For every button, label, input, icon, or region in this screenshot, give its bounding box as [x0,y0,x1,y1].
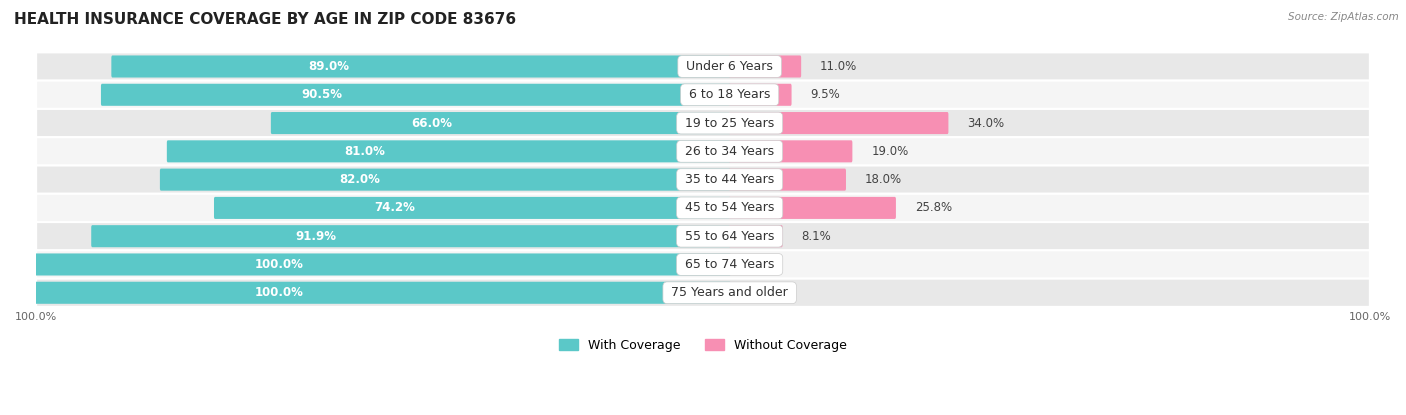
Text: 89.0%: 89.0% [308,60,349,73]
Text: 26 to 34 Years: 26 to 34 Years [681,145,779,158]
Text: 19.0%: 19.0% [872,145,908,158]
FancyBboxPatch shape [37,250,1369,278]
Text: 55 to 64 Years: 55 to 64 Years [681,229,779,243]
FancyBboxPatch shape [37,52,1369,81]
Text: 45 to 54 Years: 45 to 54 Years [681,201,779,215]
Text: 75 Years and older: 75 Years and older [668,286,792,299]
FancyBboxPatch shape [37,166,1369,194]
Text: 66.0%: 66.0% [412,117,453,129]
Text: 9.5%: 9.5% [810,88,841,101]
Text: 0.0%: 0.0% [749,286,779,299]
Text: 0.0%: 0.0% [749,258,779,271]
FancyBboxPatch shape [37,81,1369,109]
FancyBboxPatch shape [728,197,896,219]
FancyBboxPatch shape [111,56,731,78]
FancyBboxPatch shape [728,225,783,247]
Text: 8.1%: 8.1% [801,229,831,243]
Text: 81.0%: 81.0% [344,145,385,158]
Text: 19 to 25 Years: 19 to 25 Years [681,117,779,129]
FancyBboxPatch shape [35,254,731,276]
FancyBboxPatch shape [271,112,731,134]
FancyBboxPatch shape [37,222,1369,250]
FancyBboxPatch shape [728,56,801,78]
Text: 90.5%: 90.5% [301,88,342,101]
FancyBboxPatch shape [214,197,731,219]
Text: 18.0%: 18.0% [865,173,903,186]
Text: 100.0%: 100.0% [254,286,304,299]
FancyBboxPatch shape [101,84,731,106]
Text: Under 6 Years: Under 6 Years [682,60,778,73]
FancyBboxPatch shape [91,225,731,247]
Text: 25.8%: 25.8% [915,201,952,215]
FancyBboxPatch shape [167,140,731,162]
FancyBboxPatch shape [728,112,949,134]
Text: Source: ZipAtlas.com: Source: ZipAtlas.com [1288,12,1399,22]
FancyBboxPatch shape [728,140,852,162]
FancyBboxPatch shape [37,278,1369,307]
Text: 11.0%: 11.0% [820,60,858,73]
FancyBboxPatch shape [37,194,1369,222]
Text: HEALTH INSURANCE COVERAGE BY AGE IN ZIP CODE 83676: HEALTH INSURANCE COVERAGE BY AGE IN ZIP … [14,12,516,27]
Text: 100.0%: 100.0% [254,258,304,271]
Text: 65 to 74 Years: 65 to 74 Years [681,258,779,271]
Text: 91.9%: 91.9% [295,229,336,243]
Text: 35 to 44 Years: 35 to 44 Years [681,173,779,186]
Text: 82.0%: 82.0% [340,173,381,186]
Legend: With Coverage, Without Coverage: With Coverage, Without Coverage [554,334,852,356]
FancyBboxPatch shape [728,168,846,190]
FancyBboxPatch shape [35,282,731,304]
FancyBboxPatch shape [160,168,731,190]
FancyBboxPatch shape [37,137,1369,166]
Text: 74.2%: 74.2% [375,201,416,215]
Text: 34.0%: 34.0% [967,117,1004,129]
FancyBboxPatch shape [37,109,1369,137]
FancyBboxPatch shape [728,84,792,106]
Text: 6 to 18 Years: 6 to 18 Years [685,88,775,101]
